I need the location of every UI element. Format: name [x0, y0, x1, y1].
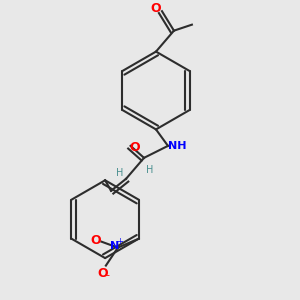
Text: -: -: [106, 270, 110, 280]
Text: H: H: [116, 168, 124, 178]
Text: N: N: [110, 241, 119, 251]
Text: O: O: [130, 141, 140, 154]
Text: O: O: [151, 2, 161, 15]
Text: NH: NH: [168, 141, 186, 151]
Text: O: O: [90, 234, 101, 247]
Text: O: O: [98, 267, 108, 280]
Text: +: +: [116, 237, 123, 246]
Text: H: H: [146, 165, 154, 175]
